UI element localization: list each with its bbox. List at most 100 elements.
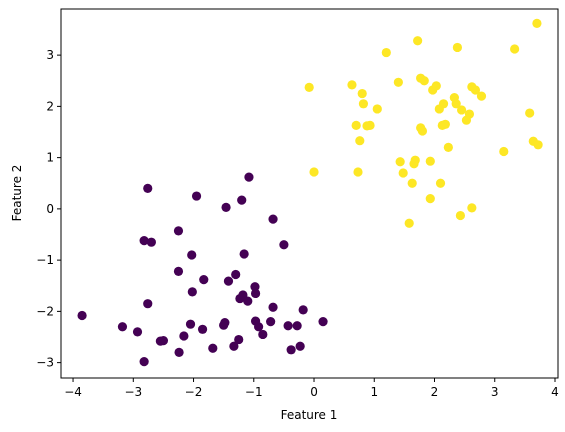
data-point-series-0-32: [243, 296, 253, 306]
data-point-series-1-50: [533, 140, 543, 150]
y-tick-label: −1: [36, 253, 54, 267]
data-point-series-1-11: [381, 47, 391, 58]
x-tick-label: 2: [431, 385, 439, 399]
data-point-series-1-5: [355, 136, 365, 146]
data-point-series-0-29: [237, 195, 247, 205]
data-point-series-1-45: [499, 146, 509, 157]
data-point-series-1-36: [452, 42, 462, 53]
data-point-series-0-31: [239, 249, 249, 259]
data-point-series-0-37: [254, 322, 264, 332]
data-point-series-0-2: [132, 327, 143, 337]
data-point-series-0-20: [208, 343, 218, 353]
data-point-series-1-33: [443, 142, 453, 152]
data-point-series-0-24: [223, 276, 234, 286]
data-point-series-0-42: [279, 240, 289, 250]
data-point-series-1-32: [440, 119, 450, 129]
x-axis-label: Feature 1: [281, 408, 338, 422]
data-point-series-0-6: [143, 299, 153, 309]
data-point-series-1-29: [435, 178, 446, 188]
data-point-series-0-0: [77, 310, 87, 321]
data-point-series-0-1: [117, 322, 128, 332]
data-point-series-0-10: [173, 266, 184, 276]
data-point-series-1-3: [351, 120, 361, 130]
data-point-series-0-14: [185, 319, 196, 329]
data-point-series-0-4: [139, 236, 149, 246]
data-point-series-0-45: [292, 321, 302, 331]
data-point-series-1-15: [404, 218, 414, 228]
x-tick-label: −1: [245, 385, 263, 399]
y-axis-label: Feature 2: [10, 165, 24, 222]
data-point-series-1-4: [353, 167, 363, 177]
data-point-series-1-44: [476, 91, 487, 101]
data-point-series-0-16: [187, 287, 197, 297]
data-point-series-1-46: [510, 44, 520, 54]
data-point-series-1-6: [357, 88, 367, 99]
x-tick-label: 3: [491, 385, 499, 399]
data-point-series-0-34: [250, 282, 260, 292]
data-point-series-0-39: [266, 317, 276, 327]
y-tick-label: 3: [46, 48, 54, 62]
data-point-series-0-22: [220, 318, 230, 328]
data-point-series-1-41: [467, 203, 477, 213]
x-tick-label: 4: [551, 385, 559, 399]
data-point-series-1-7: [358, 99, 369, 109]
data-point-series-0-43: [283, 321, 293, 331]
data-point-series-0-30: [238, 290, 248, 300]
data-point-series-0-9: [158, 335, 169, 346]
data-point-series-0-17: [191, 191, 202, 201]
data-point-series-1-0: [304, 82, 314, 93]
data-point-series-0-40: [268, 302, 278, 312]
data-point-series-0-3: [139, 357, 149, 367]
data-point-series-0-47: [298, 305, 308, 315]
data-point-series-0-48: [318, 317, 328, 327]
data-point-series-0-23: [221, 202, 231, 212]
y-tick-label: 0: [46, 202, 54, 216]
data-point-series-1-38: [457, 105, 467, 115]
data-point-series-1-43: [470, 85, 481, 95]
data-point-series-1-49: [532, 18, 542, 28]
data-point-series-0-19: [199, 275, 209, 285]
data-point-series-1-27: [431, 81, 441, 91]
data-point-series-0-7: [146, 237, 156, 247]
data-point-series-0-33: [244, 172, 254, 182]
data-point-series-1-18: [410, 155, 420, 165]
data-point-series-0-27: [234, 334, 244, 345]
data-point-series-1-35: [451, 99, 461, 109]
data-point-series-1-23: [419, 76, 429, 86]
y-axis: −3 −2 −1 0 1 2 3: [36, 48, 61, 370]
data-point-series-0-11: [173, 226, 184, 236]
data-point-series-1-40: [464, 109, 475, 119]
data-point-series-0-41: [268, 214, 278, 224]
x-tick-label: −4: [64, 385, 82, 399]
data-point-series-1-12: [393, 77, 403, 87]
data-point-series-1-1: [309, 167, 319, 177]
data-point-series-1-37: [455, 210, 466, 221]
x-tick-label: 1: [370, 385, 378, 399]
data-point-series-0-44: [286, 345, 296, 355]
data-point-series-0-13: [179, 331, 189, 341]
data-point-series-1-10: [372, 104, 382, 114]
data-point-series-1-24: [425, 156, 435, 166]
points-layer: [77, 18, 543, 367]
y-tick-label: 2: [46, 99, 54, 113]
x-tick-label: −2: [185, 385, 203, 399]
data-point-series-1-13: [395, 157, 405, 167]
data-point-series-1-14: [398, 168, 408, 178]
data-point-series-1-2: [347, 80, 357, 90]
data-point-series-0-18: [197, 324, 208, 334]
x-axis: −4 −3 −2 −1 0 1 2 3 4: [64, 378, 559, 399]
y-tick-label: 1: [46, 151, 54, 165]
data-point-series-1-31: [438, 99, 449, 109]
data-point-series-0-25: [229, 341, 239, 351]
data-point-series-1-16: [407, 178, 417, 188]
data-point-series-0-5: [143, 183, 153, 193]
data-point-series-0-12: [174, 347, 184, 357]
data-point-series-0-38: [258, 329, 268, 340]
data-point-series-1-25: [425, 194, 435, 204]
x-tick-label: 0: [310, 385, 318, 399]
data-point-series-0-26: [231, 269, 241, 280]
data-point-series-1-19: [413, 36, 423, 46]
data-point-series-0-15: [187, 250, 197, 260]
